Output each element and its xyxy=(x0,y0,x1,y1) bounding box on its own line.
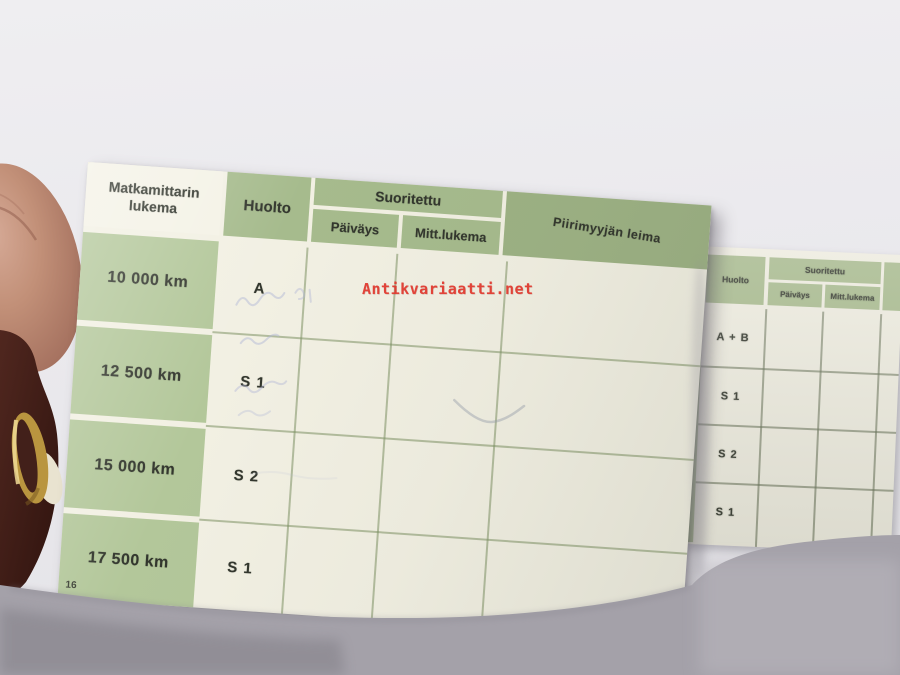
header-meter-label: Mitt.lukema xyxy=(414,225,487,245)
service-code-cell: A xyxy=(213,241,307,335)
odometer-value: 17 500 km xyxy=(87,548,170,572)
page-number: 16 xyxy=(65,579,77,592)
right-service-code: S 1 xyxy=(715,506,736,519)
odometer-cell: 10 000 km xyxy=(76,231,219,330)
right-booklet-page: Huolto Suoritettu Päiväys Mitt.lukema A … xyxy=(683,246,900,553)
header-dealer-stamp: Piirimyyjän leima xyxy=(502,191,712,270)
odometer-cell: 12 500 km xyxy=(70,325,213,423)
header-performed-label: Suoritettu xyxy=(374,187,442,209)
header-date: Päiväys xyxy=(310,208,400,248)
service-code: A xyxy=(253,279,267,298)
thumb-crease xyxy=(0,193,25,215)
right-service-code: S 1 xyxy=(720,390,741,404)
right-header-meter: Mitt.lukema xyxy=(824,284,881,311)
header-service: Huolto xyxy=(223,171,312,242)
gold-ring-hole xyxy=(16,419,38,493)
header-date-label: Päiväys xyxy=(330,219,380,238)
service-code-cell: S 1 xyxy=(193,523,287,614)
thumb xyxy=(0,163,83,373)
watermark: Antikvariaatti.net xyxy=(362,280,534,298)
right-service-code: A + B xyxy=(716,330,750,345)
gold-ring-shadow xyxy=(25,487,40,506)
right-header-stamp-band xyxy=(882,262,900,312)
right-service-cell: S 1 xyxy=(700,368,760,424)
thumb-crease xyxy=(0,206,38,241)
odometer-cell: 17 500 km xyxy=(57,513,200,608)
right-header-service-label: Huolto xyxy=(721,274,750,286)
service-code: S 2 xyxy=(233,466,260,486)
right-service-cell: S 2 xyxy=(698,426,758,482)
right-service-code: S 2 xyxy=(717,448,738,462)
right-header-date: Päiväys xyxy=(767,282,823,308)
right-service-cell: A + B xyxy=(703,308,763,366)
header-odometer-label: Matkamittarin lukema xyxy=(108,178,201,217)
service-code-cell: S 1 xyxy=(206,335,300,429)
odometer-value: 15 000 km xyxy=(93,456,176,479)
right-header-date-label: Päiväys xyxy=(779,289,811,301)
service-code-cell: S 2 xyxy=(200,429,294,523)
left-booklet-page: Matkamittarin lukema Huolto Suoritettu P… xyxy=(57,162,712,642)
right-service-cell: S 1 xyxy=(695,484,755,540)
gold-ring-highlight xyxy=(12,419,20,485)
header-odometer: Matkamittarin lukema xyxy=(83,162,224,236)
header-service-label: Huolto xyxy=(243,196,292,217)
odometer-cell: 15 000 km xyxy=(63,419,206,517)
service-code: S 1 xyxy=(226,558,254,578)
service-code: S 1 xyxy=(239,372,267,392)
odometer-value: 10 000 km xyxy=(106,268,189,292)
right-header-performed-label: Suoritettu xyxy=(804,264,846,277)
header-dealer-stamp-label: Piirimyyjän leima xyxy=(552,214,662,246)
header-meter: Mitt.lukema xyxy=(400,215,501,255)
right-header-meter-label: Mitt.lukema xyxy=(830,291,875,303)
odometer-value: 12 500 km xyxy=(100,362,183,386)
right-header-service: Huolto xyxy=(705,254,766,306)
right-header-performed: Suoritettu xyxy=(768,257,882,285)
